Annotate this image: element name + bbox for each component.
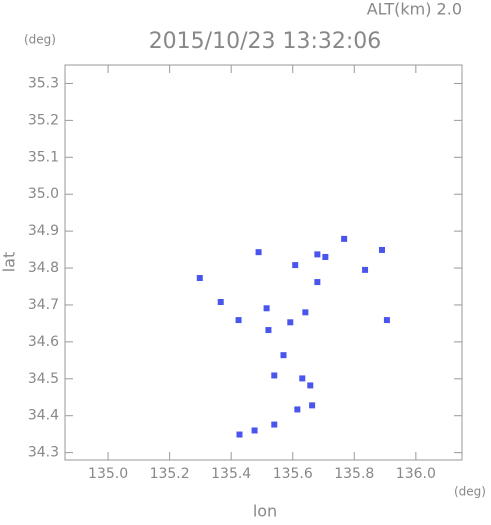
x-unit: (deg) <box>454 485 486 499</box>
echo <box>263 305 270 312</box>
y-tick-label: 34.3 <box>28 445 59 461</box>
y-tick-label: 35.1 <box>28 149 59 165</box>
y-tick-label: 34.9 <box>28 223 59 239</box>
plot-frame <box>64 64 463 461</box>
echo <box>314 279 321 286</box>
echo <box>196 275 203 282</box>
echo <box>309 402 316 409</box>
y-tick-label: 34.5 <box>28 371 59 387</box>
echo <box>271 372 278 379</box>
echo <box>236 431 243 438</box>
echo <box>251 427 258 434</box>
echo <box>362 266 369 273</box>
y-tick-label: 34.6 <box>28 334 59 350</box>
y-tick-label: 35.2 <box>28 112 59 128</box>
echo <box>378 246 385 253</box>
chart-title: 2015/10/23 13:32:06 <box>149 29 382 54</box>
x-tick-label: 135.8 <box>334 466 374 482</box>
x-tick-label: 136.0 <box>396 466 436 482</box>
y-unit: (deg) <box>24 33 56 47</box>
x-axis-label: lon <box>253 502 277 521</box>
x-tick-label: 135.6 <box>273 466 313 482</box>
echo <box>292 262 299 269</box>
altitude-label: ALT(km) 2.0 <box>367 0 462 19</box>
y-tick-label: 34.8 <box>28 260 59 276</box>
echo <box>271 421 278 428</box>
echo <box>322 253 329 260</box>
echo <box>280 352 287 359</box>
echo <box>255 249 262 256</box>
echo <box>287 319 294 326</box>
y-tick-label: 35.0 <box>28 186 59 202</box>
echo <box>217 299 224 305</box>
x-tick-label: 135.2 <box>150 466 190 482</box>
y-tick-label: 35.3 <box>28 75 59 91</box>
echo <box>314 251 321 258</box>
x-tick-label: 135.0 <box>88 466 128 482</box>
echo <box>299 375 306 382</box>
echo <box>341 235 348 242</box>
echo <box>302 309 309 316</box>
y-tick-label: 34.7 <box>28 297 59 313</box>
echo <box>383 317 390 324</box>
y-tick-label: 34.4 <box>28 408 59 424</box>
echo <box>307 382 314 389</box>
echo <box>235 317 242 324</box>
x-tick-label: 135.4 <box>211 466 251 482</box>
echo <box>294 406 301 413</box>
echo <box>265 327 272 334</box>
y-axis-label: lat <box>0 252 19 273</box>
